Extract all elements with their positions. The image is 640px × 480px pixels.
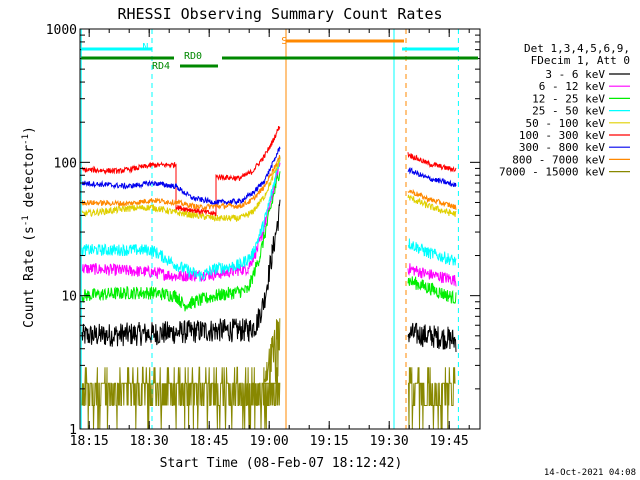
legend-label-3: 25 - 50 keV [532,105,605,118]
series-line-3-seg-1 [407,238,457,266]
y-tick-label-2: 100 [54,156,77,171]
legend: Det 1,3,4,5,6,9,FDecim 1, Att 03 - 6 keV… [499,42,630,179]
footer-date: 14-Oct-2021 04:08 [544,468,636,478]
series-line-0-seg-0 [81,199,281,347]
y-axis-label-sup-2: -1 [21,134,31,145]
y-axis-label: Count Rate (s-1 detector-1) [21,126,37,328]
series-line-5-seg-1 [407,152,457,173]
legend-label-8: 7000 - 15000 keV [499,166,605,179]
legend-header-1: FDecim 1, Att 0 [531,54,630,67]
series-line-0-seg-1 [407,322,457,353]
series-line-4-seg-1 [407,194,457,217]
series-line-3-seg-0 [81,156,281,282]
x-tick-label-1: 18:30 [130,434,169,449]
legend-label-2: 12 - 25 keV [532,92,605,105]
x-tick-label-4: 19:15 [310,434,349,449]
legend-label-5: 100 - 300 keV [519,129,605,142]
x-tick-label-5: 19:30 [370,434,409,449]
decimation-label-rd4: RD4 [152,61,170,72]
saa-label: S [281,36,287,47]
chart-title: RHESSI Observing Summary Count Rates [117,5,442,23]
plot-frame [79,28,481,430]
y-tick-label-0: 1 [69,423,77,438]
legend-label-7: 800 - 7000 keV [512,153,605,166]
series-line-5-seg-0 [81,126,281,217]
decimation-label-rd0: RD0 [184,51,202,62]
series-line-2-seg-0 [81,171,281,312]
y-axis-label-suffix: ) [22,126,37,134]
series-line-1-seg-1 [407,263,457,287]
x-tick-label-3: 19:00 [250,434,289,449]
x-axis-label: Start Time (08-Feb-07 18:12:42) [160,456,403,471]
legend-label-0: 3 - 6 keV [545,68,605,81]
legend-header-0: Det 1,3,4,5,6,9, [524,42,630,55]
x-tick-label-0: 18:15 [70,434,109,449]
series-line-2-seg-1 [407,276,457,304]
legend-label-4: 50 - 100 keV [526,117,606,130]
series-line-8-seg-0 [81,318,281,429]
y-axis-label-sup: -1 [21,215,31,226]
legend-label-6: 300 - 800 keV [519,141,605,154]
legend-label-1: 6 - 12 keV [539,80,606,93]
series-line-7-seg-1 [407,188,457,210]
series-line-6-seg-0 [81,146,281,206]
night-label: N [142,42,148,53]
x-tick-label-2: 18:45 [190,434,229,449]
series-line-8-seg-1 [408,367,456,429]
y-tick-label-1: 10 [61,290,77,305]
series-line-1-seg-0 [81,162,281,283]
series-line-6-seg-1 [407,167,457,188]
y-tick-label-3: 1000 [46,23,77,38]
y-axis-label-mid: detector [22,145,37,216]
series-line-7-seg-0 [81,154,281,211]
series-line-4-seg-0 [81,159,281,223]
x-tick-label-6: 19:45 [430,434,469,449]
y-axis-label-prefix: Count Rate (s [22,226,37,328]
